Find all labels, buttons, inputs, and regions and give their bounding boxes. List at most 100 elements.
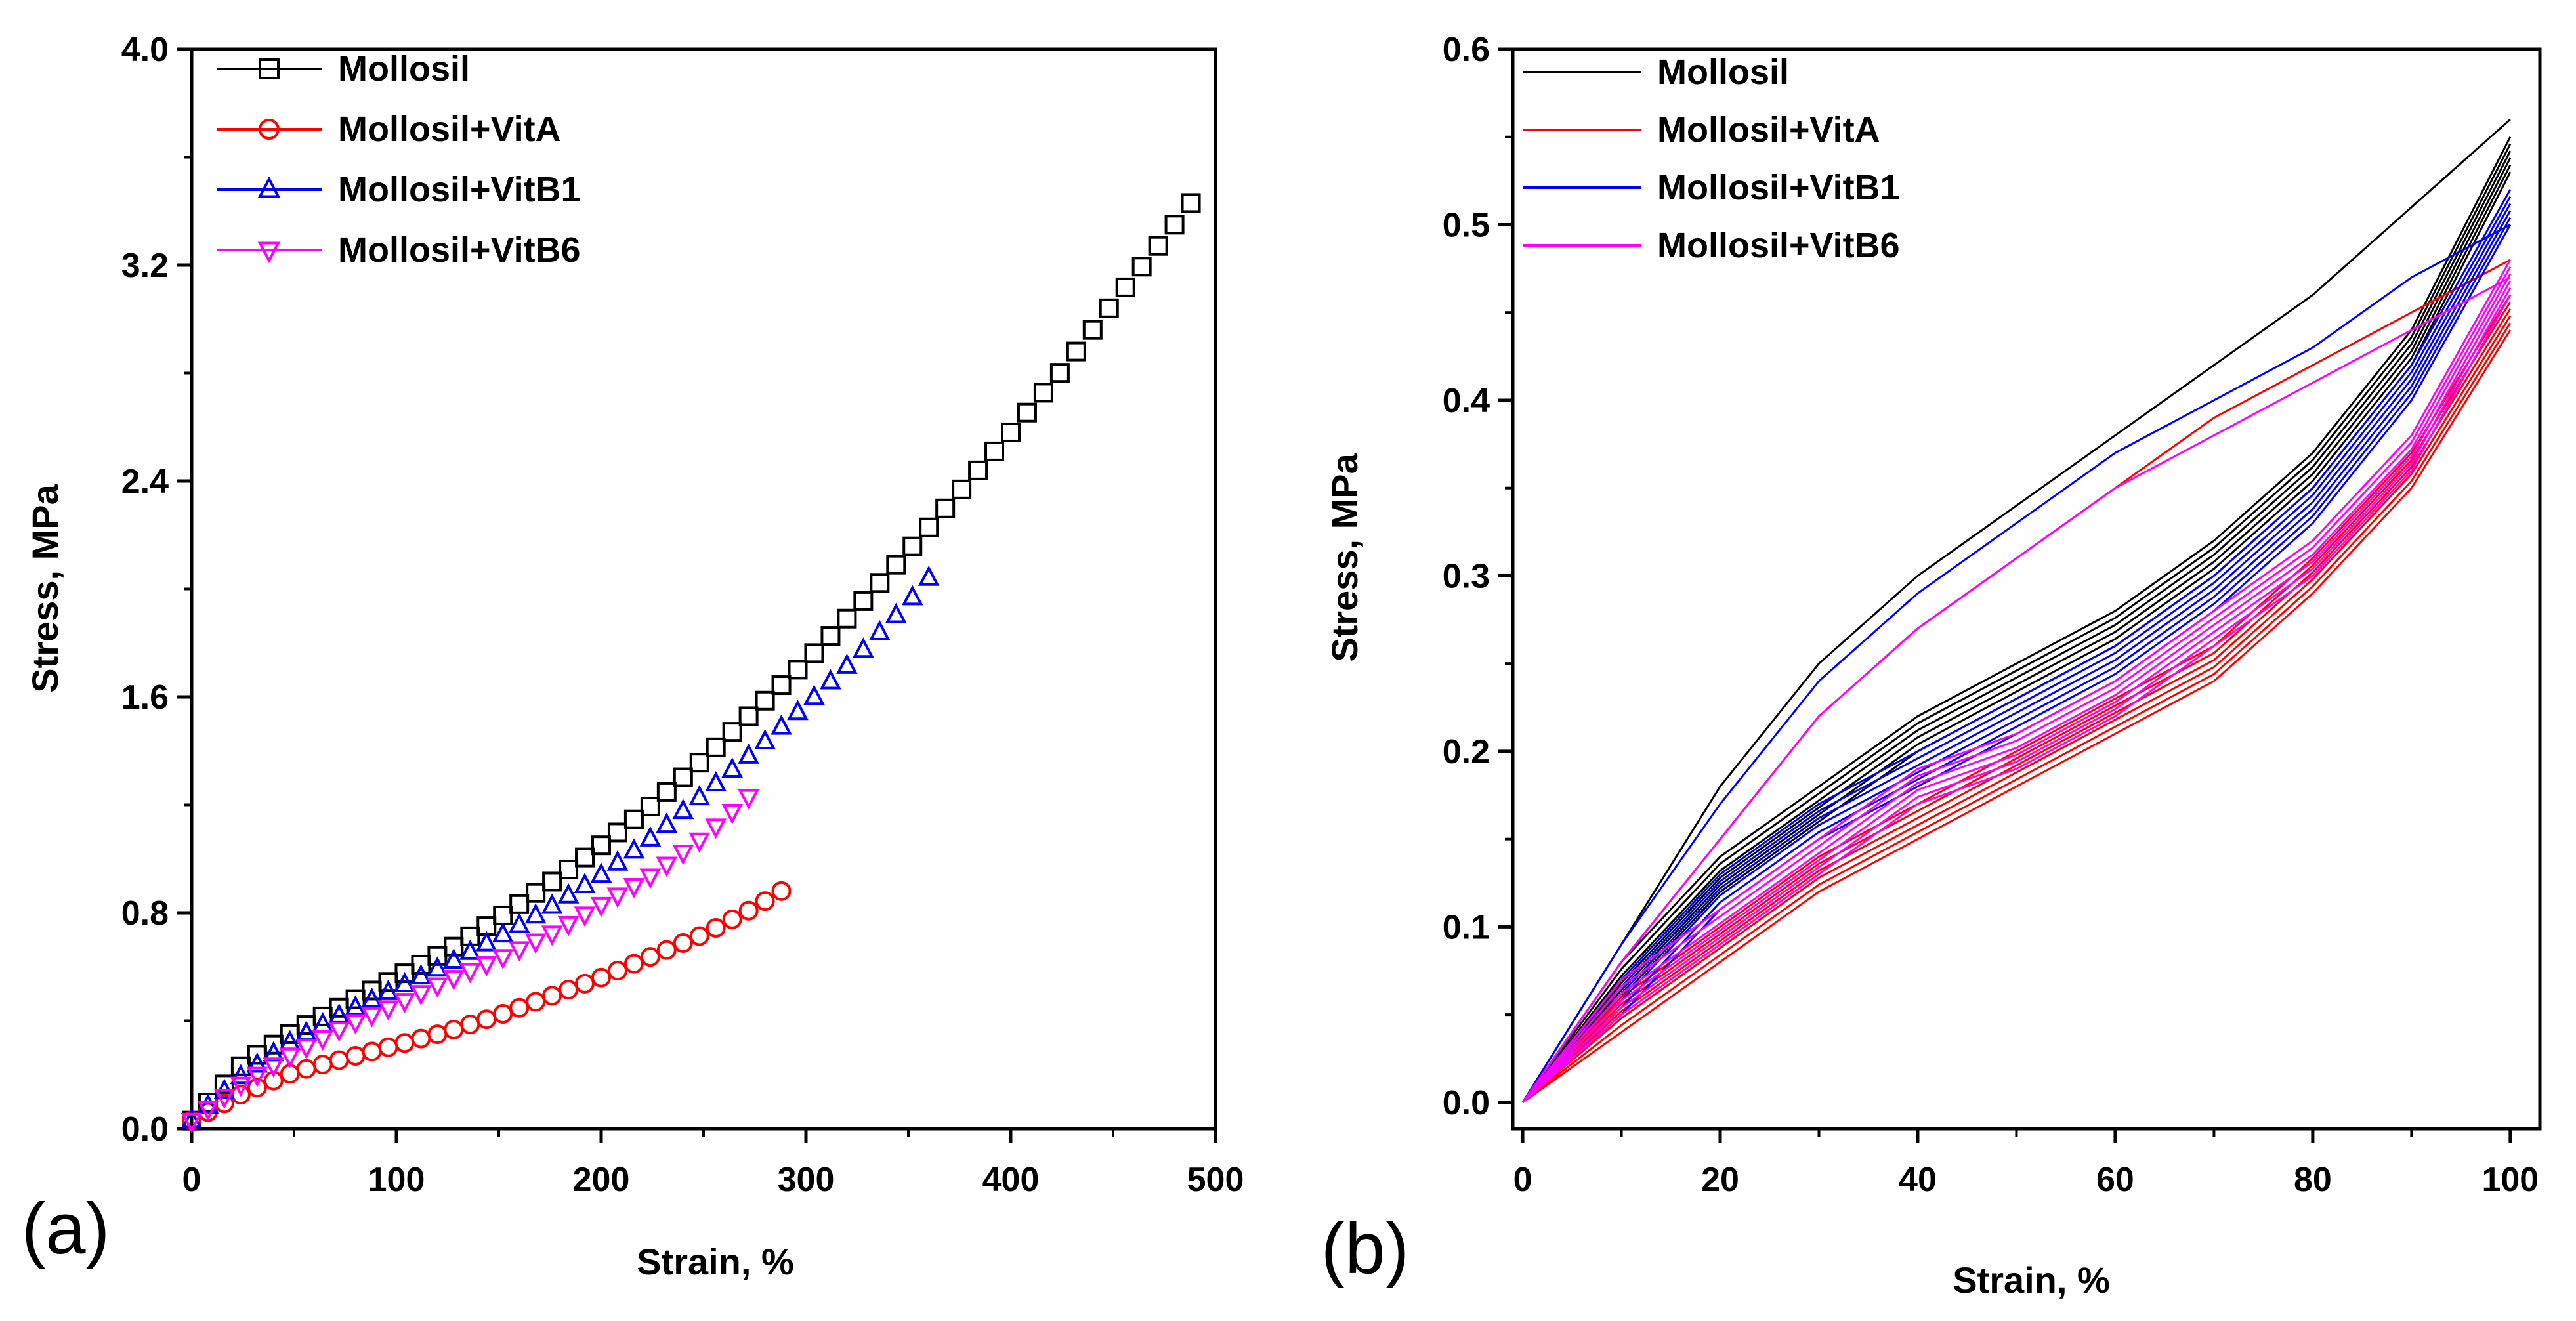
x-axis-title: Strain, % <box>1953 1259 2110 1301</box>
cycle-curve <box>1521 143 2512 1103</box>
legend-label: Mollosil+VitB1 <box>338 170 581 209</box>
data-point <box>443 970 465 991</box>
cycle-curve <box>1522 308 2512 1103</box>
data-point <box>623 809 644 829</box>
data-point <box>230 1076 252 1097</box>
data-point <box>1001 422 1021 442</box>
data-point <box>870 573 890 593</box>
data-point <box>1148 236 1168 256</box>
data-point <box>345 1014 366 1035</box>
data-point <box>755 690 775 711</box>
data-point <box>738 706 759 726</box>
data-point <box>574 872 596 893</box>
data-point <box>672 799 694 820</box>
legend-marker <box>257 176 281 198</box>
data-point <box>526 992 546 1012</box>
y-tick-label: 0.4 <box>1443 382 1490 420</box>
data-point <box>427 946 448 966</box>
series-mollosil <box>182 193 1201 1131</box>
data-point <box>328 1021 350 1042</box>
y-tick-label: 0.3 <box>1443 557 1490 595</box>
legend-label: Mollosil+VitB6 <box>338 230 581 270</box>
data-point <box>755 891 775 912</box>
data-point <box>263 1034 284 1055</box>
legend-label: Mollosil+VitA <box>338 110 561 149</box>
x-tick-label: 40 <box>1899 1161 1937 1199</box>
data-point <box>508 941 530 962</box>
y-axis-title: Stress, MPa <box>1324 453 1365 661</box>
data-point <box>377 1000 399 1021</box>
data-point <box>443 948 465 969</box>
data-point <box>427 956 448 977</box>
loading-curve <box>1521 224 2511 1103</box>
legend-label: Mollosil <box>1657 52 1789 92</box>
data-point <box>639 826 662 847</box>
data-point <box>361 987 383 1008</box>
data-point <box>492 949 514 970</box>
data-point <box>263 1041 285 1062</box>
cycle-curve <box>1522 315 2512 1104</box>
data-point <box>475 931 497 952</box>
data-point <box>524 933 547 954</box>
data-point <box>771 675 792 696</box>
series-mollosil-vitb1 <box>180 565 940 1129</box>
data-point <box>804 643 824 663</box>
data-point <box>1017 402 1037 423</box>
cycle-curve <box>1521 196 2512 1103</box>
cycle-curve <box>1521 273 2512 1103</box>
data-point <box>853 637 874 658</box>
legend-marker <box>259 119 280 140</box>
data-point <box>1131 257 1152 277</box>
x-tick-label: 60 <box>2096 1161 2134 1199</box>
y-tick-label: 0.5 <box>1443 206 1490 244</box>
data-point <box>263 1057 285 1078</box>
data-point <box>246 1066 268 1087</box>
data-point <box>738 743 759 764</box>
data-point <box>968 460 988 480</box>
data-point <box>1049 363 1070 383</box>
series-mollosil-vitb1 <box>1521 189 2512 1103</box>
data-point <box>557 883 580 904</box>
data-point <box>984 441 1005 461</box>
y-axis-title: Stress, MPa <box>24 484 66 692</box>
data-point <box>902 536 923 556</box>
cycle-curve <box>1522 294 2512 1103</box>
series-mollosil-vitb6 <box>180 789 759 1133</box>
legend-marker <box>259 58 280 79</box>
data-point <box>559 860 579 880</box>
data-point <box>214 1074 234 1095</box>
data-point <box>361 1007 383 1028</box>
cycle-curve <box>1521 164 2512 1103</box>
x-axis-title: Strain, % <box>637 1241 794 1282</box>
data-point <box>557 915 580 936</box>
data-point <box>837 608 857 629</box>
data-point <box>247 1078 267 1098</box>
data-point <box>705 818 727 839</box>
panel-label: (b) <box>1321 1208 1409 1289</box>
data-point <box>312 1055 333 1075</box>
data-point <box>312 1012 333 1033</box>
data-point <box>295 1039 318 1060</box>
data-point <box>656 856 678 877</box>
legend-item: Mollosil+VitA <box>1523 110 1880 150</box>
legend-item: Mollosil+VitB6 <box>217 230 581 270</box>
series-mollosil-vita <box>182 881 792 1131</box>
data-point <box>378 1037 398 1057</box>
loading-curve <box>1521 276 2511 1103</box>
legend-label: Mollosil+VitA <box>1657 110 1880 150</box>
legend-label: Mollosil+VitB6 <box>1657 226 1900 265</box>
legend-label: Mollosil+VitB1 <box>1657 168 1900 207</box>
y-tick-label: 0.1 <box>1443 908 1490 946</box>
data-point <box>362 1041 382 1062</box>
data-point <box>886 555 906 575</box>
data-point <box>721 803 743 824</box>
cycle-curve <box>1521 294 2512 1103</box>
data-point <box>738 900 759 921</box>
data-point <box>591 967 611 988</box>
data-point <box>1099 298 1119 318</box>
cycle-curve <box>1521 203 2512 1103</box>
y-tick-label: 2.4 <box>121 463 169 501</box>
data-point <box>394 971 415 992</box>
data-point <box>411 1028 431 1049</box>
data-point <box>575 847 595 868</box>
